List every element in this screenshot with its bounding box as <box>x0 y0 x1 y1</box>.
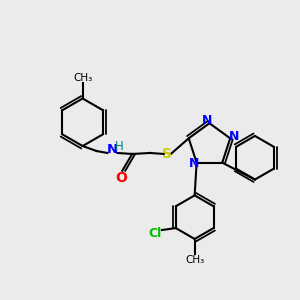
Text: N: N <box>229 130 239 143</box>
Text: CH₃: CH₃ <box>185 255 204 265</box>
Text: H: H <box>115 140 124 152</box>
Text: S: S <box>162 147 172 161</box>
Text: N: N <box>202 114 213 127</box>
Text: CH₃: CH₃ <box>73 73 92 83</box>
Text: O: O <box>115 171 127 185</box>
Text: Cl: Cl <box>148 226 162 239</box>
Text: N: N <box>188 157 199 170</box>
Text: N: N <box>107 142 118 155</box>
